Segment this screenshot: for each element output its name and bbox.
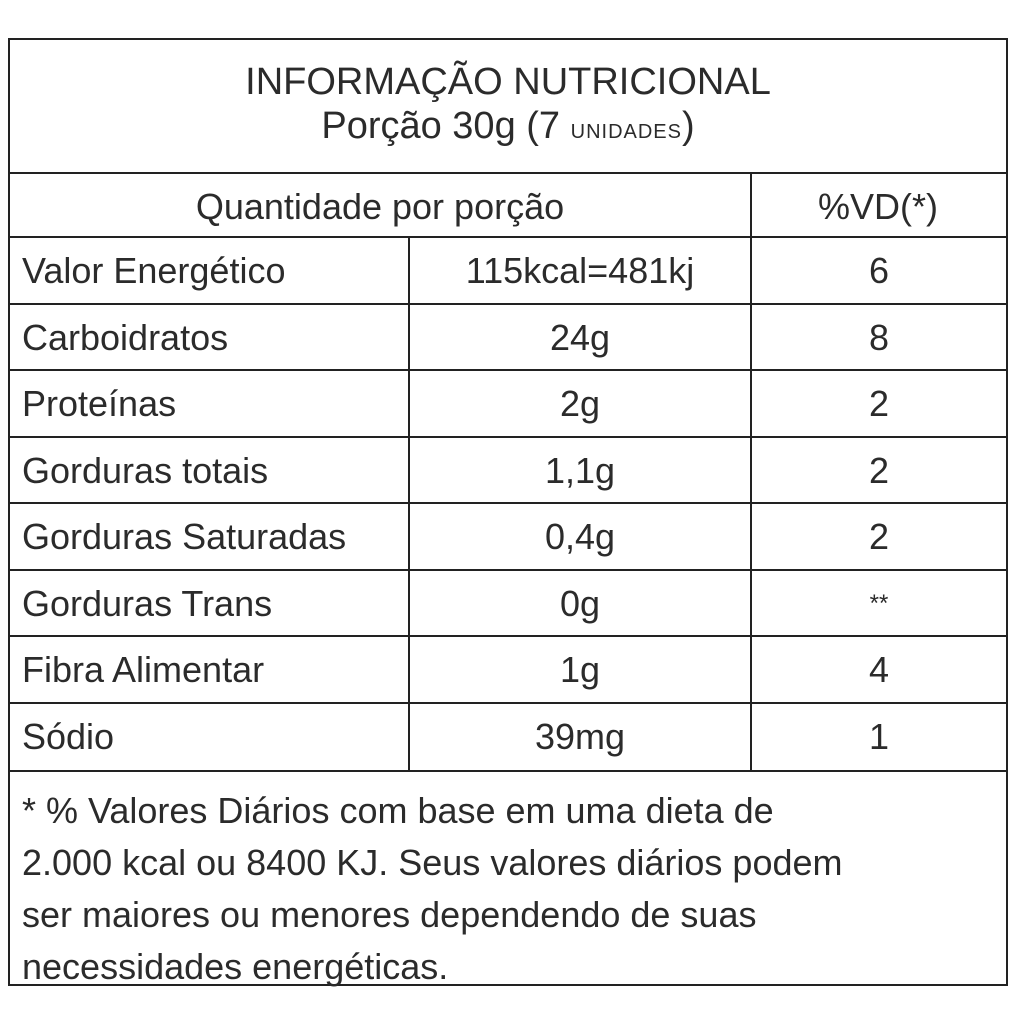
daily-value: 6 (868, 250, 890, 292)
daily-value: 2 (868, 449, 890, 491)
rule (10, 236, 1006, 238)
rule (10, 770, 1006, 772)
amount: 115kcal=481kj (465, 250, 695, 292)
rule (10, 635, 1006, 637)
amount: 1,1g (544, 449, 616, 491)
nutrient-name: Carboidratos (22, 316, 229, 358)
nutrient-name: Gorduras Trans (22, 582, 273, 624)
rule (10, 172, 1006, 174)
rule (750, 174, 752, 770)
rule (408, 238, 410, 770)
rule (10, 435, 1006, 438)
rule (10, 502, 1006, 504)
rule (10, 369, 1006, 371)
nutrient-name: Fibra Alimentar (22, 649, 265, 691)
serving: Porção 30g (7 UNIDADES) (321, 104, 694, 154)
nutrient-name: Sódio (22, 715, 115, 757)
serving-close: ) (681, 105, 695, 147)
rule (10, 568, 1006, 571)
amount: 2g (559, 383, 601, 425)
daily-value: 2 (868, 383, 890, 425)
amount: 0g (559, 582, 601, 624)
column-header: Quantidade por porção (195, 186, 565, 227)
footnote-line: necessidades energéticas. (22, 946, 449, 987)
title-block: INFORMAÇÃO NUTRICIONAL Porção 30g (7 UNI… (10, 40, 1006, 174)
nutrient-name: Gorduras totais (22, 449, 269, 491)
amount: 39mg (534, 715, 626, 757)
daily-value: 8 (868, 316, 890, 358)
amount: 24g (549, 316, 611, 358)
footnote: * % Valores Diários com base em uma diet… (22, 785, 843, 993)
rule (10, 701, 1006, 704)
daily-value: 4 (868, 649, 890, 691)
footnote-line: 2.000 kcal ou 8400 KJ. Seus valores diár… (22, 842, 843, 883)
daily-value: ** (869, 589, 889, 617)
nutrition-table: INFORMAÇÃO NUTRICIONAL Porção 30g (7 UNI… (8, 38, 1008, 987)
footnote-line: * % Valores Diários com base em uma diet… (22, 790, 774, 831)
column-header: %VD(*) (817, 186, 938, 227)
serving-unit: UNIDADES (570, 121, 682, 143)
footnote-line: ser maiores ou menores dependendo de sua… (22, 894, 757, 935)
serving-text: Porção 30g (7 (321, 105, 561, 147)
amount: 0,4g (544, 516, 616, 558)
rule (10, 302, 1006, 305)
nutrient-name: Valor Energético (22, 250, 286, 292)
nutrient-name: Gorduras Saturadas (22, 516, 347, 558)
amount: 1g (559, 649, 601, 691)
title: INFORMAÇÃO NUTRICIONAL (245, 61, 771, 103)
daily-value: 1 (868, 715, 890, 757)
daily-value: 2 (868, 516, 890, 558)
nutrient-name: Proteínas (22, 383, 177, 425)
